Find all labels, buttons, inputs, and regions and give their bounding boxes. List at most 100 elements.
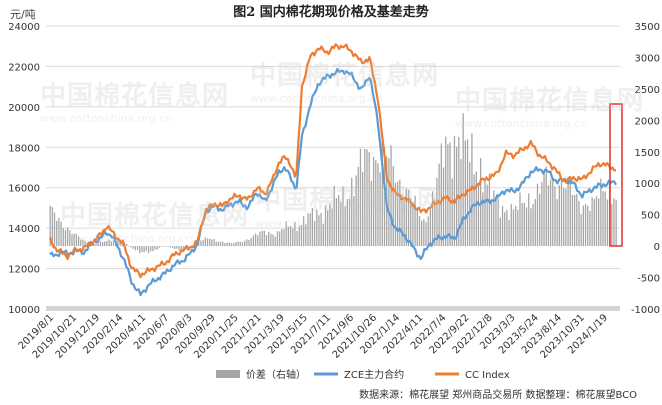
basis-bar xyxy=(73,233,75,247)
basis-bar xyxy=(108,239,110,247)
basis-bar xyxy=(235,242,237,247)
left-tick-label: 10000 xyxy=(8,305,40,316)
basis-bar xyxy=(313,220,316,247)
basis-bar xyxy=(475,171,477,247)
basis-bar xyxy=(399,179,401,247)
basis-bar xyxy=(388,158,390,247)
basis-bar xyxy=(584,203,587,247)
basis-bar xyxy=(573,195,576,247)
basis-bar xyxy=(128,245,130,247)
basis-bar xyxy=(442,167,445,247)
basis-bar xyxy=(316,209,318,247)
basis-bar xyxy=(56,220,58,247)
basis-bar xyxy=(545,166,547,247)
basis-bar xyxy=(563,187,565,247)
basis-bar xyxy=(237,241,239,247)
left-axis-ticks: 10000 12000 14000 16000 18000 20000 22000 24000 xyxy=(8,22,40,316)
basis-bar xyxy=(180,246,182,251)
basis-bar xyxy=(593,198,595,247)
right-tick-label: 1000 xyxy=(635,179,660,190)
basis-bar xyxy=(289,226,292,247)
basis-bar xyxy=(246,239,248,247)
basis-bar xyxy=(484,178,486,247)
basis-bar xyxy=(372,156,375,247)
basis-bar xyxy=(324,205,327,247)
basis-bar xyxy=(84,241,86,247)
right-axis-ticks: -1000 -500 0 500 1000 1500 2000 2500 3000 3500 xyxy=(631,22,660,316)
basis-bar xyxy=(132,246,134,249)
basis-bar xyxy=(130,246,132,248)
basis-bar xyxy=(176,246,178,249)
basis-bar xyxy=(106,241,108,247)
basis-bar xyxy=(602,191,604,247)
basis-bar xyxy=(595,196,598,247)
basis-bar xyxy=(167,246,169,247)
basis-bar xyxy=(558,185,560,247)
basis-bar xyxy=(427,216,429,247)
chart-title: 图2 国内棉花期现价格及基差走势 xyxy=(233,4,429,20)
basis-bar xyxy=(532,203,534,247)
basis-bar xyxy=(322,223,324,247)
right-tick-label: 0 xyxy=(654,242,660,253)
basis-bar xyxy=(543,172,545,247)
basis-bar xyxy=(534,199,536,247)
basis-bar xyxy=(598,198,600,247)
basis-bar xyxy=(217,241,220,247)
basis-bar xyxy=(421,220,423,247)
basis-bar xyxy=(462,113,464,247)
left-tick-label: 24000 xyxy=(8,22,40,33)
basis-bar xyxy=(305,224,307,247)
basis-bar xyxy=(104,241,106,247)
basis-bar xyxy=(501,205,504,247)
basis-bar xyxy=(254,233,257,247)
basis-bar xyxy=(263,230,265,247)
basis-bar xyxy=(307,213,309,247)
basis-bar xyxy=(353,196,355,247)
basis-bar xyxy=(158,246,161,248)
left-tick-label: 18000 xyxy=(8,143,40,154)
basis-bar xyxy=(438,163,440,247)
legend-label: 价差（右轴） xyxy=(246,368,306,381)
basis-bar xyxy=(508,220,510,247)
basis-bar xyxy=(436,177,438,247)
basis-bar xyxy=(156,246,158,250)
basis-bar xyxy=(134,246,137,251)
basis-bar xyxy=(82,239,84,247)
basis-bar xyxy=(101,241,104,247)
basis-bar xyxy=(272,234,274,247)
basis-bar xyxy=(392,165,394,247)
basis-bar xyxy=(394,182,397,247)
basis-bar xyxy=(241,242,244,247)
basis-bar xyxy=(200,240,202,247)
basis-bar xyxy=(171,246,174,248)
basis-bar xyxy=(250,238,252,247)
basis-bar xyxy=(261,230,263,247)
basis-bar xyxy=(99,241,102,247)
basis-bar xyxy=(145,246,147,251)
basis-bar xyxy=(377,163,379,247)
basis-bar xyxy=(259,231,261,247)
basis-bar xyxy=(469,162,471,247)
basis-bar xyxy=(495,198,497,247)
basis-bar-series xyxy=(49,113,617,254)
gridlines xyxy=(46,25,620,311)
basis-bar xyxy=(296,231,298,247)
basis-bar xyxy=(49,205,51,247)
basis-bar xyxy=(368,152,370,247)
basis-bar xyxy=(268,231,270,247)
basis-bar xyxy=(490,202,493,247)
basis-bar xyxy=(576,193,578,247)
basis-bar xyxy=(412,201,414,247)
basis-bar xyxy=(95,243,97,247)
basis-bar xyxy=(453,136,456,247)
basis-bar xyxy=(488,173,491,247)
basis-bar xyxy=(252,235,255,247)
basis-bar xyxy=(112,240,115,247)
basis-bar xyxy=(355,175,357,247)
basis-bar xyxy=(62,227,64,247)
basis-bar xyxy=(60,221,62,247)
basis-bar xyxy=(136,246,139,250)
basis-bar xyxy=(552,178,554,247)
basis-bar xyxy=(517,209,519,247)
basis-bar xyxy=(320,212,322,247)
